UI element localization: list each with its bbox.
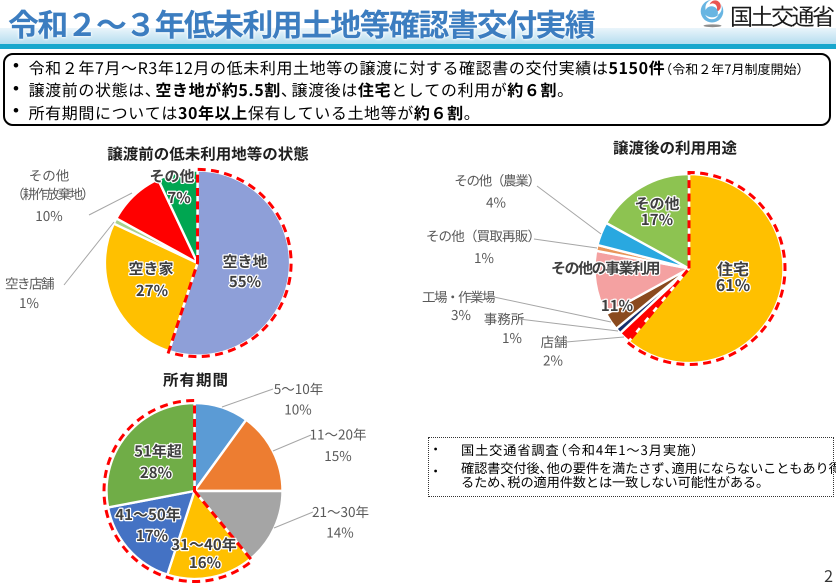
svg-text:16%: 16% (189, 552, 221, 573)
svg-text:その他: その他 (29, 165, 70, 185)
svg-text:31～40年: 31～40年 (171, 534, 236, 555)
svg-text:27%: 27% (136, 280, 168, 301)
svg-text:その他（農業）: その他（農業） (454, 170, 539, 190)
svg-text:14%: 14% (326, 522, 353, 542)
svg-text:17%: 17% (641, 209, 673, 230)
svg-text:空き地: 空き地 (222, 251, 267, 272)
svg-text:61%: 61% (716, 272, 750, 296)
svg-text:事務所: 事務所 (484, 308, 525, 328)
svg-text:空き家: 空き家 (128, 258, 173, 279)
svg-text:所有期間: 所有期間 (163, 369, 229, 391)
svg-text:住宅: 住宅 (717, 256, 749, 280)
svg-text:7%: 7% (167, 187, 190, 208)
svg-text:51年超: 51年超 (134, 441, 182, 462)
svg-text:11～20年: 11～20年 (310, 424, 367, 444)
svg-text:28%: 28% (140, 462, 172, 483)
svg-text:4%: 4% (486, 192, 506, 212)
svg-text:店舗: 店舗 (541, 331, 568, 351)
svg-text:その他（買取再販）: その他（買取再販） (426, 225, 540, 245)
svg-text:41～50年: 41～50年 (115, 504, 180, 525)
svg-text:21～30年: 21～30年 (312, 501, 369, 521)
svg-text:3%: 3% (451, 304, 471, 324)
svg-text:空き店舗: 空き店舗 (5, 273, 54, 293)
svg-text:2%: 2% (543, 350, 563, 370)
svg-text:譲渡後の利用用途: 譲渡後の利用用途 (613, 137, 738, 159)
svg-text:10%: 10% (35, 205, 62, 225)
svg-text:工場・作業場: 工場・作業場 (422, 286, 495, 306)
svg-text:1%: 1% (502, 327, 522, 347)
svg-text:5～10年: 5～10年 (274, 378, 323, 398)
svg-text:1%: 1% (474, 247, 494, 267)
svg-text:譲渡前の低未利用地等の状態: 譲渡前の低未利用地等の状態 (107, 143, 309, 165)
svg-text:10%: 10% (284, 399, 311, 419)
svg-text:17%: 17% (136, 525, 168, 546)
svg-text:その他の事業利用: その他の事業利用 (551, 258, 660, 279)
svg-text:11%: 11% (601, 295, 633, 316)
svg-text:その他: その他 (634, 193, 679, 214)
svg-text:（耕作放棄地）: （耕作放棄地） (11, 183, 93, 203)
svg-text:55%: 55% (229, 271, 261, 292)
svg-text:15%: 15% (324, 445, 351, 465)
svg-text:その他: その他 (149, 166, 194, 187)
svg-text:1%: 1% (19, 292, 39, 312)
